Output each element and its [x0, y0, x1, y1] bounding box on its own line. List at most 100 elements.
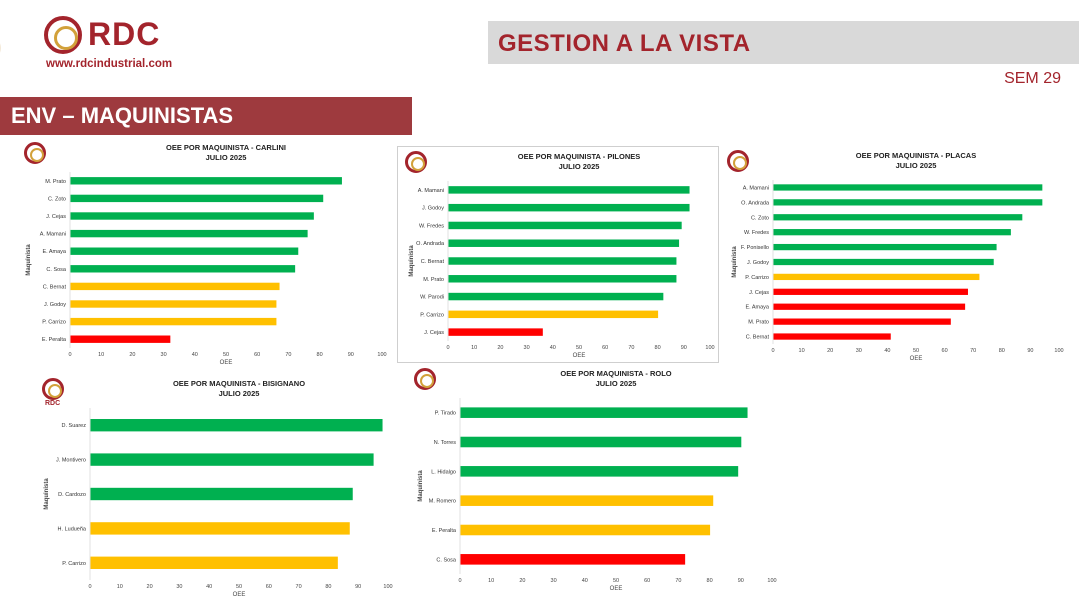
- category-label: D. Suarez: [62, 423, 87, 429]
- x-tick-label: 20: [147, 584, 153, 590]
- bar: [448, 292, 664, 301]
- bar: [773, 288, 968, 295]
- bar: [460, 407, 748, 418]
- chart-rolo: OEE POR MAQUINISTA - ROLO JULIO 2025 0 10 20…: [410, 364, 780, 600]
- bar: [448, 275, 677, 283]
- chart-subtitle: JULIO 2025: [896, 161, 937, 170]
- bar: [773, 333, 891, 340]
- x-tick-label: 70: [628, 345, 634, 351]
- y-axis-label: Maquinista: [418, 470, 424, 502]
- rdc-logo-icon: [42, 378, 64, 400]
- bar: [448, 257, 677, 265]
- bar: [773, 303, 966, 310]
- x-tick-label: 30: [524, 345, 530, 351]
- bar: [448, 310, 659, 319]
- bar: [448, 203, 690, 212]
- x-tick-label: 60: [266, 584, 272, 590]
- category-label: W. Parodi: [420, 295, 444, 301]
- bar: [70, 317, 277, 326]
- category-label: W. Fredes: [419, 223, 444, 229]
- x-tick-label: 10: [98, 352, 104, 358]
- x-tick-label: 0: [68, 352, 71, 358]
- x-tick-label: 70: [296, 584, 302, 590]
- bar: [70, 212, 314, 220]
- category-label: J. Godoy: [422, 206, 444, 212]
- x-axis-label: OEE: [233, 592, 246, 598]
- category-label: H. Ludueña: [58, 526, 87, 532]
- chart-subtitle: JULIO 2025: [559, 162, 600, 171]
- banner: GESTION A LA VISTA: [488, 21, 1079, 64]
- bar: [90, 556, 338, 569]
- x-tick-label: 70: [675, 578, 681, 584]
- category-label: P. Carrizo: [745, 275, 769, 281]
- chart-subtitle: JULIO 2025: [596, 379, 637, 388]
- week-label: SEM 29: [1004, 70, 1061, 87]
- x-tick-label: 80: [655, 345, 661, 351]
- chart-title: OEE POR MAQUINISTA - CARLINI: [166, 143, 286, 152]
- x-tick-label: 100: [377, 352, 386, 358]
- category-label: J. Cejas: [424, 330, 444, 336]
- x-tick-label: 90: [355, 584, 361, 590]
- category-label: E. Peralta: [432, 528, 457, 534]
- category-label: L. Hidalgo: [431, 469, 456, 475]
- banner-title: GESTION A LA VISTA: [498, 30, 751, 57]
- y-axis-label: Maquinista: [26, 244, 32, 276]
- x-tick-label: 50: [223, 352, 229, 358]
- category-label: C. Zoto: [751, 215, 769, 221]
- x-tick-label: 20: [129, 352, 135, 358]
- bar: [460, 495, 714, 506]
- chart-title: OEE POR MAQUINISTA - PILONES: [518, 152, 641, 161]
- y-axis-label: Maquinista: [732, 246, 738, 278]
- x-tick-label: 0: [771, 348, 774, 354]
- x-tick-label: 50: [576, 345, 582, 351]
- x-axis-label: OEE: [610, 586, 623, 592]
- x-tick-label: 90: [348, 352, 354, 358]
- category-label: C. Sosa: [46, 267, 67, 273]
- bar: [448, 328, 543, 336]
- category-label: A. Mamani: [40, 232, 66, 238]
- x-tick-label: 70: [970, 348, 976, 354]
- category-label: J. Cejas: [46, 214, 66, 220]
- bar: [773, 243, 997, 251]
- category-label: C. Zoto: [48, 196, 66, 202]
- category-label: E. Amaya: [42, 249, 66, 255]
- bar: [448, 239, 680, 247]
- rdc-logo-icon: [24, 142, 46, 164]
- x-tick-label: 60: [254, 352, 260, 358]
- bar: [460, 436, 742, 448]
- bar: [90, 522, 350, 535]
- bar: [70, 229, 308, 238]
- decorative-arcs: [0, 44, 1, 52]
- category-label: M. Romero: [429, 499, 456, 505]
- category-label: N. Torres: [434, 440, 456, 446]
- bar: [90, 419, 383, 432]
- y-axis-label: Maquinista: [409, 245, 415, 277]
- x-tick-label: 100: [705, 345, 714, 351]
- category-label: J. Godoy: [44, 302, 66, 308]
- x-tick-label: 90: [1027, 348, 1033, 354]
- x-tick-label: 20: [519, 578, 525, 584]
- chart-placas: OEE POR MAQUINISTA - PLACAS JULIO 2025 0 10…: [722, 146, 1070, 366]
- x-tick-label: 10: [117, 584, 123, 590]
- x-tick-label: 50: [913, 348, 919, 354]
- mini-logo-text: RDC: [45, 400, 61, 407]
- rdc-logo-icon: [44, 16, 82, 54]
- chart-title: OEE POR MAQUINISTA - BISIGNANO: [173, 379, 305, 388]
- x-tick-label: 10: [488, 578, 494, 584]
- bar: [460, 524, 711, 536]
- chart-bisignano: RDC OEE POR MAQUINISTA - BISIGNANO JULIO …: [36, 376, 396, 604]
- category-label: C. Bernat: [43, 284, 67, 290]
- category-label: M. Prato: [748, 320, 769, 326]
- category-label: C. Bernat: [421, 259, 445, 265]
- x-tick-label: 60: [942, 348, 948, 354]
- section-title: ENV – MAQUINISTAS: [11, 103, 234, 128]
- x-tick-label: 50: [613, 578, 619, 584]
- bar: [773, 214, 1023, 221]
- brand-url: www.rdcindustrial.com: [46, 58, 173, 70]
- category-label: F. Ponisello: [741, 245, 769, 251]
- category-label: J. Godoy: [747, 260, 769, 266]
- bar: [70, 282, 280, 291]
- category-label: C. Bernat: [746, 335, 770, 341]
- x-tick-label: 40: [192, 352, 198, 358]
- category-label: P. Tirado: [435, 411, 456, 417]
